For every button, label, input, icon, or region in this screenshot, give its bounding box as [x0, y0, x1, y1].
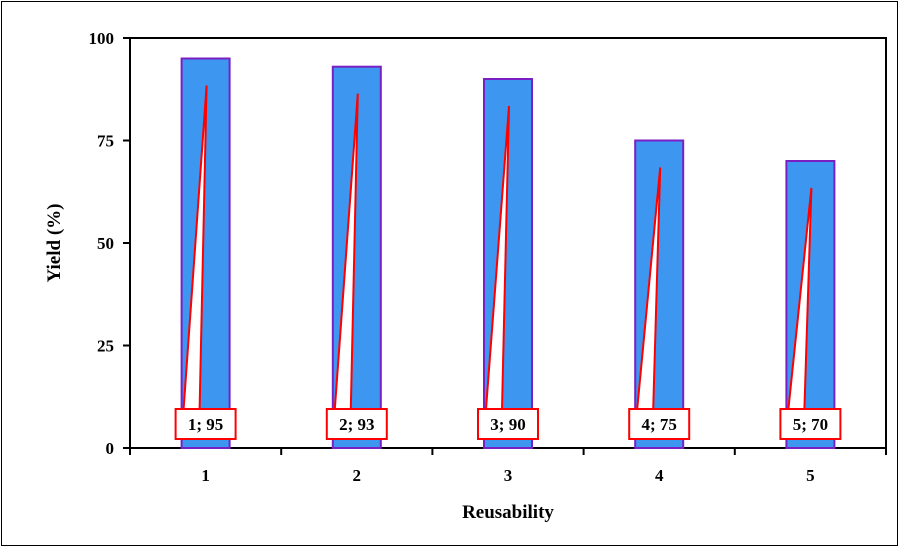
x-tick-label: 5 [806, 466, 815, 485]
x-tick-label: 4 [655, 466, 664, 485]
callout-box [779, 408, 842, 440]
callout-box [477, 408, 539, 440]
data-label-callouts: 1; 95 2; 93 3; 90 4; 75 5; 70 [174, 85, 842, 440]
y-tick-label: 100 [89, 29, 115, 48]
y-axis-title: Yield (%) [44, 204, 65, 283]
axes: 0 25 50 75 100 1 2 3 4 5 [89, 29, 887, 485]
y-tick-label: 25 [97, 337, 114, 356]
callout-box [628, 408, 691, 440]
y-tick-label: 0 [106, 439, 115, 458]
y-tick-label: 50 [97, 234, 114, 253]
x-tick-label: 3 [504, 466, 513, 485]
data-label: 1; 95 [188, 415, 223, 434]
x-tick-label: 2 [353, 466, 362, 485]
data-label: 3; 90 [490, 415, 525, 434]
x-tick-label: 1 [201, 466, 210, 485]
data-label: 4; 75 [641, 415, 676, 434]
data-label: 2; 93 [339, 415, 374, 434]
y-tick-label: 75 [97, 132, 114, 151]
callout-box [174, 408, 237, 440]
x-axis-title: Reusability [462, 502, 554, 523]
callout-box [325, 408, 388, 440]
data-label: 5; 70 [793, 415, 828, 434]
